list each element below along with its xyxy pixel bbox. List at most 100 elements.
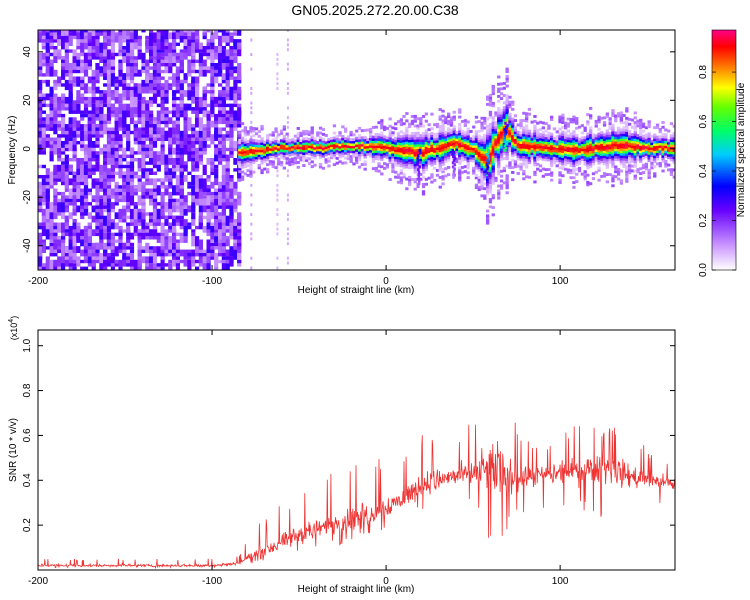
spectrogram-cell — [497, 167, 501, 171]
spectrogram-cell — [430, 136, 434, 140]
spectrogram-cell — [438, 132, 442, 136]
spectrogram-cell — [72, 249, 77, 260]
spectrogram-cell — [233, 120, 238, 128]
spectrogram-cell — [168, 198, 173, 209]
spectrogram-cell — [488, 159, 493, 163]
spectrogram-cell — [410, 153, 415, 157]
spectrogram-cell — [149, 66, 154, 70]
spectrogram-cell — [266, 151, 270, 154]
spectrogram-cell — [480, 160, 484, 164]
spectrogram-cell — [72, 185, 77, 189]
spectrogram-cell — [349, 155, 353, 159]
spectrogram-cell — [145, 212, 150, 216]
spectrogram-cell — [408, 122, 412, 126]
spectrogram-cell — [302, 130, 306, 134]
spectrogram-cell — [83, 42, 89, 50]
spectrogram-cell — [502, 130, 506, 134]
spectrogram-cell — [137, 83, 142, 94]
spectrogram-cell — [628, 149, 632, 153]
spectrogram-cell — [452, 132, 456, 136]
spectrogram-cell — [544, 173, 548, 176]
spectrogram-cell — [569, 151, 573, 155]
spectrogram-cell — [45, 246, 50, 250]
spectrogram-cell — [175, 42, 180, 46]
spectrogram-cell — [474, 132, 479, 136]
spectrogram-cell — [172, 164, 177, 172]
spectrogram-cell — [72, 229, 77, 237]
spectrogram-cell — [602, 150, 607, 154]
spectrogram-cell — [658, 164, 662, 168]
spectrogram-cell — [597, 115, 601, 119]
spectrogram-cell — [427, 123, 431, 127]
spectrogram-cell — [488, 147, 493, 151]
spectrogram-cell — [591, 143, 596, 147]
spectrogram-cell — [486, 165, 490, 169]
spectrogram-cell — [416, 151, 420, 154]
spectrogram-cell — [458, 149, 462, 153]
spectrogram-cell — [435, 137, 440, 141]
spectrogram-cell — [91, 49, 96, 57]
spectrogram-cell — [260, 171, 264, 175]
spectrogram-cell — [633, 157, 637, 161]
spectrogram-cell — [669, 151, 674, 155]
spectrogram-cell — [229, 236, 234, 240]
spectrogram-cell — [669, 173, 674, 176]
spectrogram-cell — [64, 96, 69, 104]
spectrogram-cell — [38, 124, 43, 128]
spectrogram-cell — [441, 160, 445, 164]
spectrogram-cell — [502, 94, 506, 97]
spectrogram-cell — [477, 151, 481, 155]
spectrogram-cell — [413, 139, 417, 143]
spectrogram-cell — [488, 101, 493, 104]
spectrogram-cell — [653, 152, 657, 156]
spectrogram-cell — [380, 126, 384, 130]
spectrogram-cell — [257, 144, 261, 148]
spectrogram-cell — [83, 198, 89, 203]
spectrogram-cell — [291, 138, 295, 142]
spectrogram-cell — [221, 96, 226, 108]
spectrogram-cell — [346, 152, 351, 156]
spectrogram-cell — [564, 143, 568, 147]
spectrogram-cell — [458, 144, 462, 148]
spectrogram-cell — [168, 42, 173, 53]
spectrogram-cell — [486, 185, 490, 189]
spectrogram-cell — [391, 165, 395, 169]
spectrogram-cell — [238, 155, 242, 159]
spectrogram-cell — [172, 134, 177, 145]
spectrogram-cell — [263, 153, 267, 156]
spectrogram-cell — [41, 79, 46, 84]
spectrogram-cell — [45, 46, 50, 53]
spectrogram-cell — [137, 181, 142, 192]
spectrogram-cell — [206, 195, 211, 206]
spectrogram-cell — [503, 148, 507, 152]
spectrogram-cell — [561, 152, 565, 156]
spectrogram-cell — [277, 145, 281, 149]
spectrogram-cell — [497, 140, 501, 144]
spectrogram-cell — [172, 52, 177, 57]
spectrogram-cell — [614, 131, 618, 135]
spectrogram-cell — [279, 139, 284, 143]
spectrogram-cell — [87, 86, 92, 94]
spectrogram-cell — [530, 157, 534, 160]
spectrogram-cell — [394, 146, 398, 150]
spectrogram-cell — [286, 67, 289, 71]
spectrogram-cell — [240, 122, 245, 126]
spectrogram-cell — [566, 122, 570, 126]
spectrogram-cell — [672, 141, 675, 145]
spectrogram-cell — [628, 168, 632, 172]
spectrogram-cell — [225, 249, 230, 257]
spectrogram-cell — [383, 162, 387, 165]
spectrogram-cell — [605, 173, 609, 176]
spectrogram-cell — [435, 152, 440, 155]
spectrogram-cell — [110, 222, 115, 230]
spectrogram-cell — [533, 119, 537, 123]
spectrogram-cell — [355, 149, 359, 152]
spectrogram-cell — [221, 86, 226, 91]
spectrogram-cell — [122, 151, 127, 155]
spectrogram-cell — [87, 256, 92, 264]
spectrogram-cell — [452, 169, 456, 173]
spectrogram-cell — [214, 52, 219, 57]
spectrogram-cell — [405, 148, 409, 152]
spectrogram-cell — [569, 156, 573, 160]
spectrogram-cell — [99, 134, 104, 138]
